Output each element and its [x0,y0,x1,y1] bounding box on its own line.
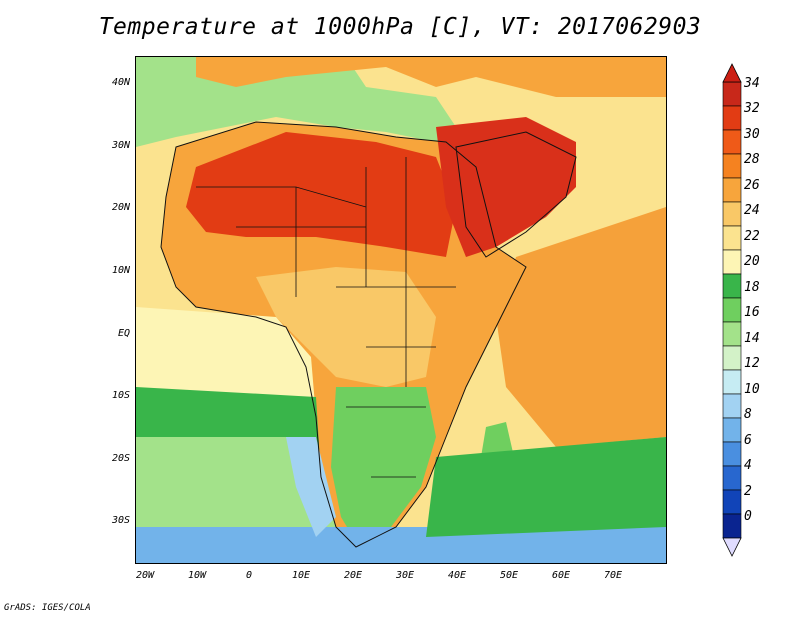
lat-label-10n: 10N [111,265,130,276]
colorbar-label-14: 14 [744,331,760,346]
colorbar-segment [722,105,742,131]
colorbar-segment [722,249,742,275]
colorbar-label-6: 6 [744,433,752,448]
colorbar-segment [722,345,742,371]
colorbar-label-20: 20 [744,254,760,269]
lon-label-10e: 10E [291,570,311,581]
colorbar-segment [722,489,742,515]
lat-label-30n: 30N [111,140,130,151]
lon-label-20w: 20W [135,570,155,581]
lon-label-20e: 20E [343,570,363,581]
colorbar-segment [722,393,742,419]
colorbar-segment [722,201,742,227]
colorbar-segment [722,513,742,539]
indian-ocean-region [496,207,666,447]
colorbar-label-32: 32 [744,101,760,116]
colorbar-label-24: 24 [744,203,760,218]
southern-africa-region [331,387,436,542]
lon-label-10w: 10W [187,570,207,581]
temperature-map [135,56,667,564]
credit-text: GrADS: IGES/COLA [4,603,91,613]
lon-label-50e: 50E [499,570,519,581]
colorbar-label-22: 22 [744,229,760,244]
colorbar-segment [722,153,742,179]
lat-label-40n: 40N [111,77,130,88]
temperature-field [136,57,666,563]
arabia-coastline [455,131,577,258]
arabia-hot-region [436,117,576,257]
lat-label-20s: 20S [111,453,130,464]
south-atlantic-light [136,437,336,527]
central-africa-region [256,267,436,387]
colorbar-segment [722,225,742,251]
colorbar-label-4: 4 [744,458,752,473]
colorbar-segment [722,417,742,443]
lon-label-40e: 40E [447,570,467,581]
colorbar-segment [722,129,742,155]
map-title: Temperature at 1000hPa [C], VT: 20170629… [98,14,702,40]
colorbar-segment [722,369,742,395]
colorbar-under-arrow [722,537,742,557]
africa-coastline [160,121,527,548]
colorbar-segment [722,297,742,323]
colorbar-segment [722,81,742,107]
colorbar-segment [722,177,742,203]
colorbar-label-16: 16 [744,305,760,320]
colorbar-label-28: 28 [744,152,760,167]
colorbar-segment [722,441,742,467]
lat-label-eq: EQ [117,328,130,339]
south-indian-ocean [426,437,666,537]
colorbar-label-34: 34 [744,76,760,91]
lat-label-30s: 30S [111,515,130,526]
colorbar-segment [722,273,742,299]
benguela-cool [286,437,336,537]
southern-ocean-region [136,527,666,563]
lat-label-10s: 10S [111,390,130,401]
colorbar-label-26: 26 [744,178,760,193]
lon-label-60e: 60E [551,570,571,581]
colorbar-segment [722,321,742,347]
country-borders [196,157,456,478]
lon-label-30e: 30E [395,570,415,581]
colorbar-label-30: 30 [744,127,760,142]
colorbar-label-8: 8 [744,407,752,422]
colorbar-label-10: 10 [744,382,760,397]
lat-label-20n: 20N [111,202,130,213]
lon-label-70e: 70E [603,570,623,581]
colorbar-label-18: 18 [744,280,760,295]
colorbar-segment [722,465,742,491]
colorbar-over-arrow [722,63,742,83]
colorbar-label-2: 2 [744,484,752,499]
colorbar-label-12: 12 [744,356,760,371]
europe-region [196,57,666,97]
colorbar-label-0: 0 [744,509,752,524]
colorbar [722,63,742,557]
lon-label-0: 0 [245,570,253,581]
